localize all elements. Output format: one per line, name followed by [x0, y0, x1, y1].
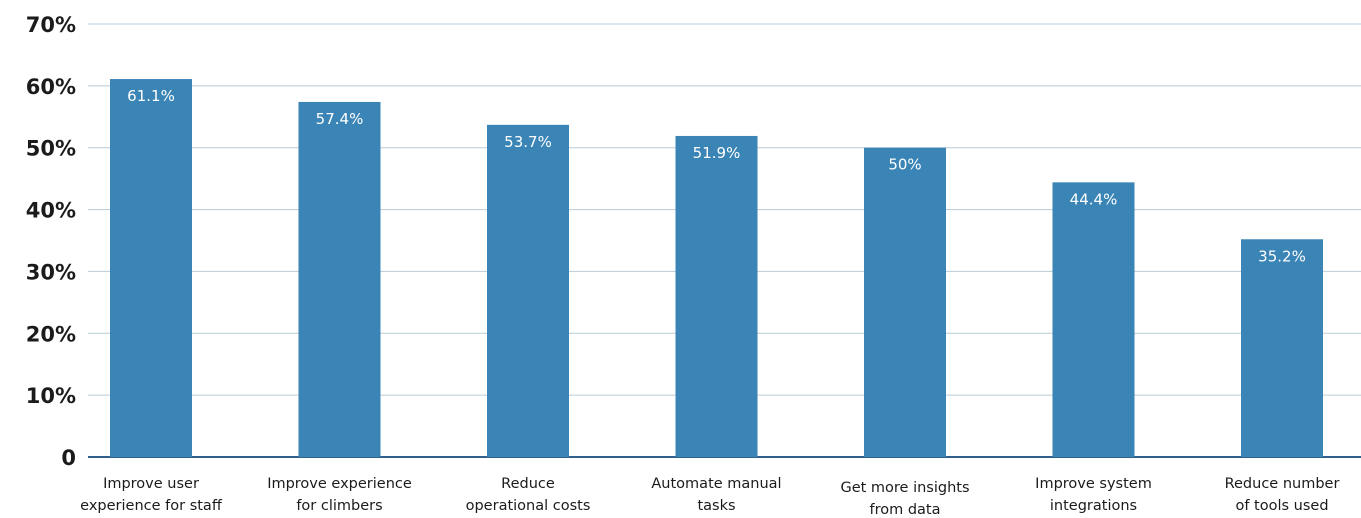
- bar: [864, 147, 946, 457]
- y-tick-label: 60%: [26, 75, 76, 99]
- x-category-label: experience for staff: [80, 498, 223, 514]
- bar-value-label: 44.4%: [1070, 190, 1118, 208]
- y-tick-label: 0: [61, 446, 76, 470]
- y-tick-label: 70%: [26, 13, 76, 37]
- y-tick-label: 10%: [26, 384, 76, 408]
- y-tick-label: 40%: [26, 199, 76, 223]
- x-category-label: Reduce: [501, 476, 555, 492]
- bar: [675, 135, 758, 457]
- bar: [487, 124, 569, 457]
- bar-value-label: 50%: [888, 156, 921, 174]
- bar-value-label: 35.2%: [1258, 247, 1306, 265]
- x-category-label: Get more insights: [840, 480, 969, 496]
- x-category-label: for climbers: [296, 498, 382, 514]
- x-category-label: Automate manual: [651, 476, 781, 492]
- bar-value-label: 61.1%: [127, 87, 175, 105]
- x-category-label: Improve user: [103, 476, 199, 492]
- x-category-label: Improve experience: [267, 476, 412, 492]
- x-category-label: of tools used: [1235, 498, 1328, 514]
- bar: [1052, 182, 1135, 457]
- y-tick-label: 30%: [26, 260, 76, 284]
- bar-value-label: 53.7%: [504, 133, 552, 151]
- bar-value-label: 51.9%: [693, 144, 741, 162]
- labels-layer: 0 10% 20% 30% 40% 50% 60% 70% 61.1% Improve user e…: [26, 13, 1340, 518]
- bar-value-label: 57.4%: [316, 110, 364, 128]
- x-category-label: from data: [869, 502, 940, 518]
- x-category-label: integrations: [1050, 498, 1137, 514]
- bars-layer: [110, 79, 1323, 457]
- bar: [110, 79, 192, 457]
- x-category-label: Reduce number: [1225, 476, 1340, 492]
- x-category-label: operational costs: [466, 498, 591, 514]
- y-tick-label: 50%: [26, 137, 76, 161]
- y-tick-label: 20%: [26, 322, 76, 346]
- bar: [1241, 239, 1323, 457]
- bar: [298, 101, 381, 457]
- x-category-label: tasks: [697, 498, 735, 514]
- x-category-label: Improve system: [1035, 476, 1152, 492]
